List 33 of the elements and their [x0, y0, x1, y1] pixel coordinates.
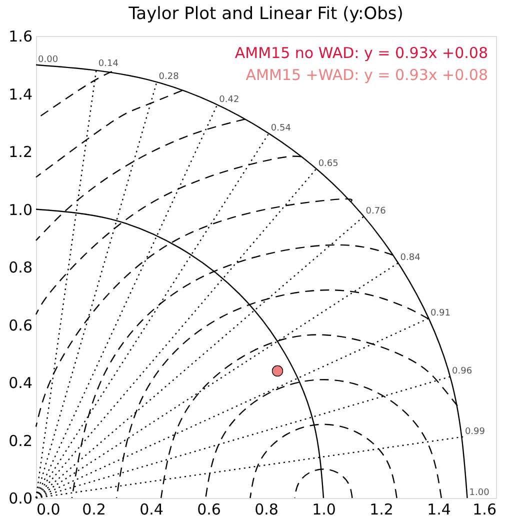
annotation: 0.76 — [366, 206, 386, 216]
annotation: 0.14 — [98, 59, 119, 70]
x-tick-label: 1.4 — [427, 500, 451, 518]
annotation: 0.54 — [270, 123, 292, 134]
x-tick-label: 0.8 — [254, 500, 278, 518]
y-tick-label: 0.6 — [8, 316, 32, 334]
annotation: 1.00 — [469, 488, 490, 498]
annotation: 0.00 — [38, 54, 58, 65]
y-tick-label: 0.2 — [8, 432, 32, 450]
y-tick-label: 1.4 — [8, 85, 32, 104]
text: AMM15 no WAD: y = 0.93x +0.08 — [234, 44, 488, 62]
x-tick-label: 1.6 — [472, 500, 496, 518]
x-tick-label: 0.0 — [36, 500, 60, 518]
text: AMM15 +WAD: y = 0.93x +0.08 — [246, 66, 488, 84]
y-tick-label: 1.2 — [8, 143, 32, 161]
annotation: 0.65 — [318, 158, 338, 169]
x-tick-label: 0.2 — [82, 500, 106, 518]
y-tick-label: 0.0 — [8, 490, 32, 508]
x-tick-label: 1.0 — [312, 500, 336, 518]
x-tick-label: 0.6 — [197, 500, 221, 518]
annotation: 0.99 — [464, 426, 486, 437]
y-tick-label: 1.6 — [8, 28, 32, 46]
annotation: 0.42 — [219, 95, 240, 106]
chart-title: Taylor Plot and Linear Fit (y:Obs) — [128, 4, 404, 24]
y-tick-label: 0.8 — [8, 258, 32, 276]
annotation: 0.91 — [430, 308, 450, 318]
y-tick-label: 0.4 — [8, 374, 32, 392]
x-tick-label: 0.4 — [140, 500, 164, 518]
y-tick-label: 1.0 — [8, 200, 32, 219]
annotation: 0.84 — [400, 252, 421, 263]
x-tick-label: 1.2 — [370, 500, 394, 518]
annotation: 0.96 — [452, 366, 472, 377]
annotation: 0.28 — [158, 72, 180, 82]
